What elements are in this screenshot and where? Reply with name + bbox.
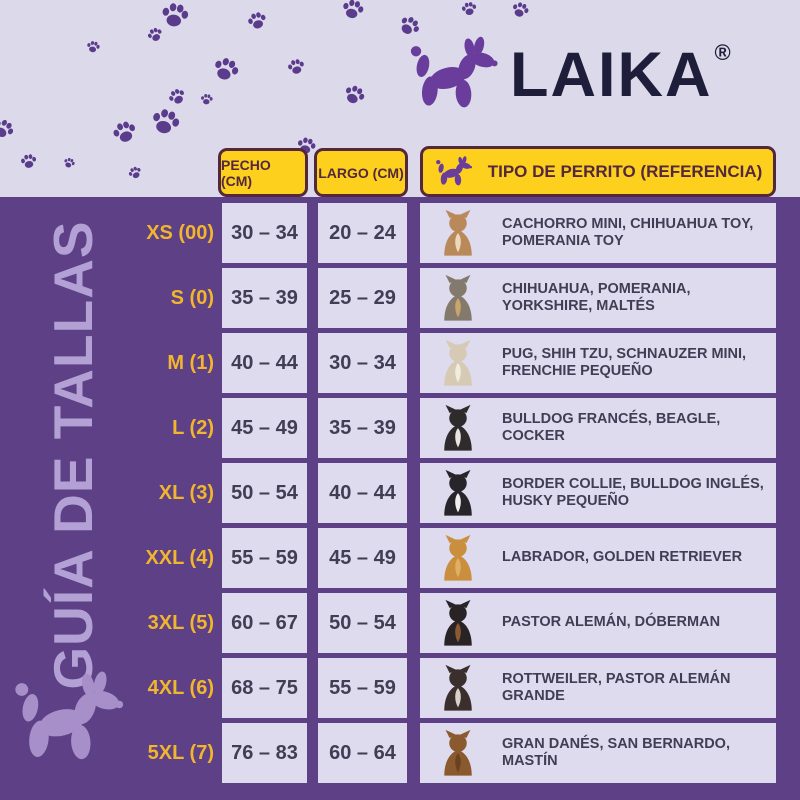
paw-print-icon — [339, 80, 368, 109]
largo-value: 50 – 54 — [318, 593, 407, 653]
paw-print-icon — [339, 0, 366, 23]
page-title: GUÍA DE TALLAS — [42, 220, 104, 690]
table-row: S (0) 35 – 39 25 – 29 CHIHUAHUA, POMERAN… — [140, 268, 776, 328]
breed-cell: PUG, SHIH TZU, SCHNAUZER MINI, FRENCHIE … — [420, 333, 776, 393]
pecho-value: 76 – 83 — [222, 723, 307, 783]
registered-trademark: ® — [714, 40, 731, 65]
paw-print-icon — [460, 0, 479, 18]
breed-cell: CHIHUAHUA, POMERANIA, YORKSHIRE, MALTÉS — [420, 268, 776, 328]
size-label: XL (3) — [158, 481, 214, 504]
table-row: 5XL (7) 76 – 83 60 – 64 GRAN DANÉS, SAN … — [140, 723, 776, 783]
table-row: XS (00) 30 – 34 20 – 24 CACHORRO MINI, C… — [140, 203, 776, 263]
paw-print-icon — [61, 155, 76, 170]
largo-value: 40 – 44 — [318, 463, 407, 523]
dog-photo-golden-retriever — [430, 530, 486, 586]
dog-photo-chihuahua — [430, 205, 486, 261]
paw-print-icon — [509, 0, 532, 21]
size-table: XS (00) 30 – 34 20 – 24 CACHORRO MINI, C… — [140, 203, 776, 788]
size-label: 5XL (7) — [147, 741, 214, 764]
breed-list: PASTOR ALEMÁN, DÓBERMAN — [502, 614, 721, 631]
breed-cell: BORDER COLLIE, BULLDOG INGLÉS, HUSKY PEQ… — [420, 463, 776, 523]
brand-logo: LAIKA ® — [406, 34, 731, 116]
breed-list: PUG, SHIH TZU, SCHNAUZER MINI, FRENCHIE … — [502, 345, 747, 379]
paw-print-icon — [85, 39, 101, 55]
balloon-dog-icon — [434, 155, 474, 189]
largo-value: 30 – 34 — [318, 333, 407, 393]
size-label: XXL (4) — [145, 546, 214, 569]
paw-print-icon — [158, 0, 191, 32]
dog-photo-yorkshire-terrier — [430, 270, 486, 326]
paw-print-icon — [19, 152, 39, 172]
largo-value: 55 – 59 — [318, 658, 407, 718]
pecho-value: 30 – 34 — [222, 203, 307, 263]
table-row: 3XL (5) 60 – 67 50 – 54 PASTOR ALEMÁN, D… — [140, 593, 776, 653]
balloon-dog-icon — [406, 34, 502, 116]
breed-list: ROTTWEILER, PASTOR ALEMÁN GRANDE — [502, 670, 731, 704]
breed-list: BORDER COLLIE, BULLDOG INGLÉS, HUSKY PEQ… — [502, 475, 764, 509]
column-header-tipo: TIPO DE PERRITO (REFERENCIA) — [420, 146, 776, 197]
column-header-tipo-label: TIPO DE PERRITO (REFERENCIA) — [487, 161, 763, 181]
column-header-largo: LARGO (CM) — [314, 148, 408, 197]
table-row: M (1) 40 – 44 30 – 34 PUG, SHIH TZU, SCH… — [140, 333, 776, 393]
paw-print-icon — [147, 104, 184, 141]
size-label: 3XL (5) — [147, 611, 214, 634]
table-row: 4XL (6) 68 – 75 55 – 59 ROTTWEILER, PAST… — [140, 658, 776, 718]
paw-print-icon — [199, 92, 213, 106]
dog-photo-border-collie — [430, 465, 486, 521]
dog-photo-rottweiler — [430, 660, 486, 716]
dog-photo-doberman — [430, 595, 486, 651]
paw-print-icon — [244, 8, 269, 33]
pecho-value: 68 – 75 — [222, 658, 307, 718]
paw-print-icon — [285, 56, 307, 78]
size-label: M (1) — [167, 351, 214, 374]
breed-cell: CACHORRO MINI, CHIHUAHUA TOY, POMERANIA … — [420, 203, 776, 263]
paw-print-icon — [108, 116, 140, 148]
breed-list: CHIHUAHUA, POMERANIA, YORKSHIRE, MALTÉS — [502, 280, 691, 314]
breed-cell: PASTOR ALEMÁN, DÓBERMAN — [420, 593, 776, 653]
column-header-pecho: PECHO (CM) — [218, 148, 308, 197]
largo-value: 20 – 24 — [318, 203, 407, 263]
paw-print-icon — [126, 164, 145, 183]
balloon-dog-icon — [10, 668, 128, 770]
table-row: L (2) 45 – 49 35 – 39 BULLDOG FRANCÉS, B… — [140, 398, 776, 458]
table-row: XXL (4) 55 – 59 45 – 49 LABRADOR, GOLDEN… — [140, 528, 776, 588]
dog-photo-mastiff — [430, 725, 486, 781]
breed-list: BULLDOG FRANCÉS, BEAGLE, COCKER — [502, 410, 721, 444]
pecho-value: 55 – 59 — [222, 528, 307, 588]
pecho-value: 45 – 49 — [222, 398, 307, 458]
size-label: L (2) — [172, 416, 214, 439]
breed-cell: LABRADOR, GOLDEN RETRIEVER — [420, 528, 776, 588]
paw-print-icon — [165, 85, 190, 110]
breed-list: GRAN DANÉS, SAN BERNARDO, MASTÍN — [502, 735, 730, 769]
top-banner: LAIKA ® — [0, 0, 800, 197]
breed-list: CACHORRO MINI, CHIHUAHUA TOY, POMERANIA … — [502, 215, 754, 249]
breed-cell: GRAN DANÉS, SAN BERNARDO, MASTÍN — [420, 723, 776, 783]
largo-value: 45 – 49 — [318, 528, 407, 588]
pecho-value: 35 – 39 — [222, 268, 307, 328]
pecho-value: 40 – 44 — [222, 333, 307, 393]
breed-cell: ROTTWEILER, PASTOR ALEMÁN GRANDE — [420, 658, 776, 718]
dog-photo-shih-tzu — [430, 335, 486, 391]
largo-value: 60 – 64 — [318, 723, 407, 783]
pecho-value: 50 – 54 — [222, 463, 307, 523]
paw-print-icon — [0, 114, 18, 144]
dog-photo-french-bulldog — [430, 400, 486, 456]
size-label: 4XL (6) — [147, 676, 214, 699]
pecho-value: 60 – 67 — [222, 593, 307, 653]
largo-value: 25 – 29 — [318, 268, 407, 328]
brand-name: LAIKA — [510, 39, 713, 110]
paw-print-icon — [208, 52, 243, 87]
breed-cell: BULLDOG FRANCÉS, BEAGLE, COCKER — [420, 398, 776, 458]
table-row: XL (3) 50 – 54 40 – 44 BORDER COLLIE, BU… — [140, 463, 776, 523]
size-label: S (0) — [170, 286, 214, 309]
size-label: XS (00) — [146, 221, 214, 244]
breed-list: LABRADOR, GOLDEN RETRIEVER — [502, 549, 743, 566]
largo-value: 35 – 39 — [318, 398, 407, 458]
